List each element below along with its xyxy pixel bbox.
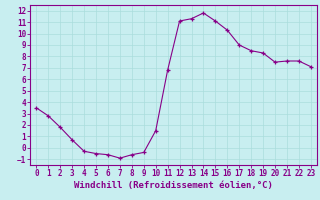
X-axis label: Windchill (Refroidissement éolien,°C): Windchill (Refroidissement éolien,°C) [74,181,273,190]
